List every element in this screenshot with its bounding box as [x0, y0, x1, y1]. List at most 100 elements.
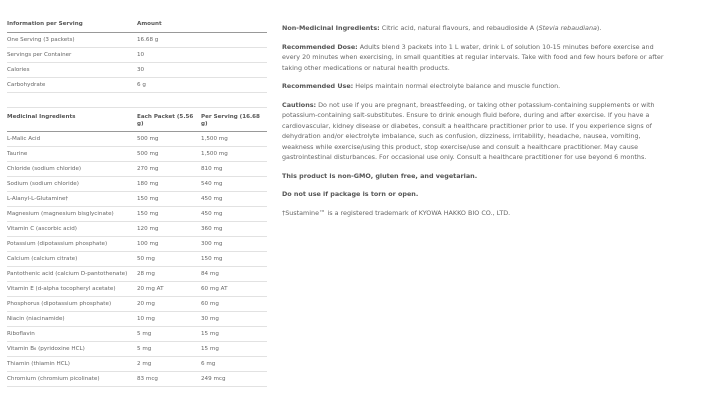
- row-value: 150 mg: [201, 251, 267, 267]
- table-row: Servings per Container 10: [7, 47, 267, 63]
- non-medicinal-ingredients: Non-Medicinal Ingredients: Citric acid, …: [282, 23, 672, 34]
- table-row: One Serving (3 packets) 16.68 g: [7, 32, 267, 48]
- row-value: 120 mg: [137, 221, 201, 237]
- row-value: 360 mg: [201, 221, 267, 237]
- package-warning: Do not use if package is torn or open.: [282, 189, 672, 200]
- row-value: 270 mg: [137, 161, 201, 177]
- medicinal-ingredients-table: Medicinal Ingredients Each Packet (5.56 …: [7, 107, 267, 387]
- recommended-use: Recommended Use: Helps maintain normal e…: [282, 81, 672, 92]
- row-value: 30: [137, 62, 267, 78]
- text: ).: [596, 24, 602, 32]
- header-per-serving: Per Serving (16.68 g): [201, 107, 267, 132]
- row-value: 83 mcg: [137, 371, 201, 387]
- text: Helps maintain normal electrolyte balanc…: [353, 82, 561, 90]
- table-row: Magnesium (magnesium bisglycinate) 150 mg…: [7, 206, 267, 222]
- row-value: 20 mg: [137, 296, 201, 312]
- header-medicinal-ingredients: Medicinal Ingredients: [7, 107, 137, 132]
- table-row: Chromium (chromium picolinate) 83 mcg 249 …: [7, 371, 267, 387]
- row-value: 450 mg: [201, 206, 267, 222]
- row-value: 540 mg: [201, 176, 267, 192]
- row-label: Servings per Container: [7, 47, 137, 63]
- text: This product is non-GMO, gluten free, an…: [282, 171, 478, 180]
- row-label: Vitamin B₆ (pyridoxine HCL): [7, 341, 137, 357]
- table-row: Riboflavin 5 mg 15 mg: [7, 326, 267, 342]
- row-value: 5 mg: [137, 326, 201, 342]
- table-row: Pantothenic acid (calcium D-pantothenate…: [7, 266, 267, 282]
- recommended-dose: Recommended Dose: Adults blend 3 packets…: [282, 42, 672, 74]
- table-row: Phosphorus (dipotassium phosphate) 20 mg 6…: [7, 296, 267, 312]
- row-value: 100 mg: [137, 236, 201, 252]
- row-label: One Serving (3 packets): [7, 32, 137, 48]
- table-row: Calories 30: [7, 62, 267, 78]
- table-row: L-Alanyl-L-Glutamine† 150 mg 450 mg: [7, 191, 267, 207]
- table-row: Potassium (dipotassium phosphate) 100 mg 3…: [7, 236, 267, 252]
- row-value: 1,500 mg: [201, 131, 267, 147]
- row-value: 5 mg: [137, 341, 201, 357]
- row-value: 810 mg: [201, 161, 267, 177]
- header-amount: Amount: [137, 17, 267, 33]
- row-label: Sodium (sodium chloride): [7, 176, 137, 192]
- row-label: Potassium (dipotassium phosphate): [7, 236, 137, 252]
- label: Recommended Use:: [282, 82, 354, 90]
- row-value: 2 mg: [137, 356, 201, 372]
- row-label: Taurine: [7, 146, 137, 162]
- row-label: Chromium (chromium picolinate): [7, 371, 137, 387]
- row-value: 20 mg AT: [137, 281, 201, 297]
- label: Recommended Dose:: [282, 42, 358, 51]
- row-value: 6 mg: [201, 356, 267, 372]
- row-value: 60 mg: [201, 296, 267, 312]
- row-label: Riboflavin: [7, 326, 137, 342]
- row-value: 50 mg: [137, 251, 201, 267]
- table-row: Vitamin E (d-alpha tocopheryl acetate) 20…: [7, 281, 267, 297]
- table-row: Calcium (calcium citrate) 50 mg 150 mg: [7, 251, 267, 267]
- row-label: Magnesium (magnesium bisglycinate): [7, 206, 137, 222]
- cautions: Cautions: Do not use if you are pregnant…: [282, 100, 672, 163]
- row-value: 500 mg: [137, 131, 201, 147]
- row-value: 150 mg: [137, 191, 201, 207]
- table-row: Vitamin B₆ (pyridoxine HCL) 5 mg 15 mg: [7, 341, 267, 357]
- label: Non-Medicinal Ingredients:: [282, 24, 380, 32]
- row-label: Pantothenic acid (calcium D-pantothenate…: [7, 266, 137, 282]
- product-details: Non-Medicinal Ingredients: Citric acid, …: [282, 23, 672, 226]
- row-value: 28 mg: [137, 266, 201, 282]
- text: Citric acid, natural flavours, and rebau…: [379, 24, 539, 32]
- row-value: 6 g: [137, 77, 267, 93]
- table-row: Sodium (sodium chloride) 180 mg 540 mg: [7, 176, 267, 192]
- row-value: 84 mg: [201, 266, 267, 282]
- row-value: 15 mg: [201, 341, 267, 357]
- row-label: Vitamin E (d-alpha tocopheryl acetate): [7, 281, 137, 297]
- table-row: Vitamin C (ascorbic acid) 120 mg 360 mg: [7, 221, 267, 237]
- text: Do not use if you are pregnant, breastfe…: [282, 100, 655, 162]
- row-value: 300 mg: [201, 236, 267, 252]
- row-value: 30 mg: [201, 311, 267, 327]
- row-value: 10 mg: [137, 311, 201, 327]
- row-value: 10: [137, 47, 267, 63]
- row-value: 450 mg: [201, 191, 267, 207]
- row-label: L-Malic Acid: [7, 131, 137, 147]
- text: Do not use if package is torn or open.: [282, 190, 419, 198]
- row-label: Calcium (calcium citrate): [7, 251, 137, 267]
- row-label: Phosphorus (dipotassium phosphate): [7, 296, 137, 312]
- text: Adults blend 3 packets into 1 L water, d…: [282, 42, 664, 72]
- row-value: 16.68 g: [137, 32, 267, 48]
- text-italic: Stevia rebaudiana: [538, 24, 597, 32]
- non-gmo-statement: This product is non-GMO, gluten free, an…: [282, 171, 672, 182]
- row-value: 180 mg: [137, 176, 201, 192]
- row-value: 15 mg: [201, 326, 267, 342]
- header-each-packet: Each Packet (5.56 g): [137, 107, 201, 132]
- table-row: Carbohydrate 6 g: [7, 77, 267, 93]
- row-value: 150 mg: [137, 206, 201, 222]
- row-label: Chloride (sodium chloride): [7, 161, 137, 177]
- row-label: Vitamin C (ascorbic acid): [7, 221, 137, 237]
- row-label: Thiamin (thiamin HCL): [7, 356, 137, 372]
- row-value: 60 mg AT: [201, 281, 267, 297]
- serving-info-table: Information per Serving Amount One Servi…: [7, 17, 267, 93]
- row-label: Calories: [7, 62, 137, 78]
- trademark-note: †Sustamine™ is a registered trademark of…: [282, 208, 511, 217]
- table-row: Chloride (sodium chloride) 270 mg 810 mg: [7, 161, 267, 177]
- table-row: Thiamin (thiamin HCL) 2 mg 6 mg: [7, 356, 267, 372]
- table-row: Taurine 500 mg 1,500 mg: [7, 146, 267, 162]
- row-value: 1,500 mg: [201, 146, 267, 162]
- nutrition-tables: Information per Serving Amount One Servi…: [7, 17, 267, 387]
- row-label: Niacin (niacinamide): [7, 311, 137, 327]
